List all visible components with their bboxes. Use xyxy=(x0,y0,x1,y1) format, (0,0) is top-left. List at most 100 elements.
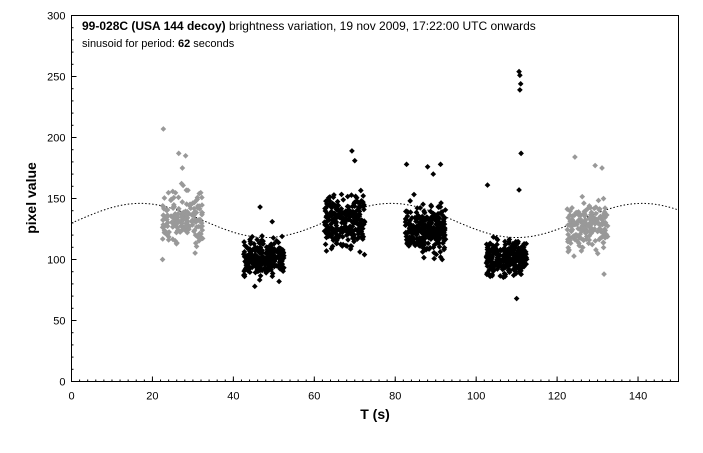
data-point xyxy=(516,68,522,75)
data-point xyxy=(490,234,497,240)
chart-subtitle: sinusoid for period: 62 seconds xyxy=(82,38,235,50)
data-point xyxy=(441,225,448,231)
data-point xyxy=(513,295,520,302)
data-point xyxy=(512,258,518,265)
data-point xyxy=(583,233,590,240)
data-point xyxy=(164,223,171,230)
data-point xyxy=(421,254,427,261)
data-point xyxy=(442,236,449,243)
data-point xyxy=(265,257,271,264)
data-point xyxy=(256,277,263,283)
data-point xyxy=(523,251,529,257)
data-point xyxy=(439,219,446,225)
data-point xyxy=(484,263,491,270)
data-point xyxy=(433,227,440,233)
data-point xyxy=(250,261,256,268)
data-point xyxy=(436,203,443,210)
chart-subtitle-suffix: seconds xyxy=(190,38,235,50)
data-point xyxy=(346,226,353,233)
data-point xyxy=(259,233,265,239)
data-point xyxy=(427,215,434,222)
data-point xyxy=(345,236,351,243)
data-point xyxy=(579,193,586,200)
data-point xyxy=(356,204,362,211)
data-point xyxy=(241,273,248,280)
data-point xyxy=(515,240,521,246)
data-point xyxy=(249,254,256,261)
data-point xyxy=(506,240,512,247)
data-point xyxy=(354,236,361,242)
data-point xyxy=(414,205,421,211)
data-point xyxy=(241,239,247,245)
data-point xyxy=(420,245,427,252)
data-point xyxy=(343,232,350,238)
data-point xyxy=(571,253,577,259)
data-point xyxy=(601,271,607,277)
y-tick-label: 100 xyxy=(47,255,65,267)
data-point xyxy=(241,249,248,255)
data-point xyxy=(356,220,363,227)
data-point xyxy=(574,209,580,216)
data-point xyxy=(433,234,440,241)
data-point xyxy=(185,218,191,225)
data-point xyxy=(186,226,192,233)
data-point xyxy=(433,230,440,236)
data-point xyxy=(595,197,602,204)
data-point xyxy=(196,230,203,237)
y-tick-label: 50 xyxy=(53,316,65,328)
data-point xyxy=(566,247,572,253)
data-point xyxy=(161,195,168,201)
data-point xyxy=(191,228,197,235)
x-tick-label: 40 xyxy=(227,391,239,403)
data-point xyxy=(597,235,604,241)
data-point xyxy=(502,264,509,271)
data-point xyxy=(259,250,266,256)
data-point xyxy=(321,228,328,234)
data-point xyxy=(507,247,514,254)
data-point xyxy=(339,216,345,222)
data-point xyxy=(174,227,181,234)
data-point xyxy=(521,241,527,247)
data-point xyxy=(494,236,501,243)
data-point xyxy=(439,256,445,263)
data-point xyxy=(257,256,264,263)
data-point xyxy=(183,187,190,193)
data-point xyxy=(332,234,339,241)
data-point xyxy=(352,219,358,226)
data-point xyxy=(339,229,346,236)
data-point xyxy=(175,205,182,212)
chart-title-bold: 99-028C (USA 144 decoy) xyxy=(82,19,226,33)
data-point xyxy=(405,220,412,227)
data-point xyxy=(516,187,522,193)
data-point xyxy=(576,240,582,247)
x-tick-label: 80 xyxy=(389,391,401,403)
data-point xyxy=(506,236,513,243)
data-point xyxy=(187,201,193,208)
data-point xyxy=(439,212,446,218)
data-point xyxy=(572,154,578,160)
y-tick-label: 0 xyxy=(59,377,65,389)
data-point xyxy=(596,221,603,228)
data-point xyxy=(411,191,417,198)
data-point xyxy=(407,198,413,204)
data-point xyxy=(485,251,492,257)
data-point xyxy=(503,250,510,256)
data-point xyxy=(334,198,341,205)
data-point xyxy=(334,226,340,233)
data-point xyxy=(516,268,523,275)
chart-subtitle-prefix: sinusoid for period: xyxy=(82,38,178,50)
data-point xyxy=(322,241,329,248)
data-point xyxy=(441,229,447,236)
data-point xyxy=(355,229,362,235)
data-point xyxy=(502,238,508,245)
data-point xyxy=(488,259,495,266)
data-point xyxy=(241,253,248,260)
data-point xyxy=(600,239,607,246)
data-point xyxy=(510,272,517,279)
data-points xyxy=(159,68,611,302)
data-point xyxy=(361,206,367,213)
data-point xyxy=(599,165,605,171)
data-point xyxy=(348,243,355,250)
chart-subtitle-period: 62 xyxy=(178,38,190,50)
data-point xyxy=(602,235,608,241)
